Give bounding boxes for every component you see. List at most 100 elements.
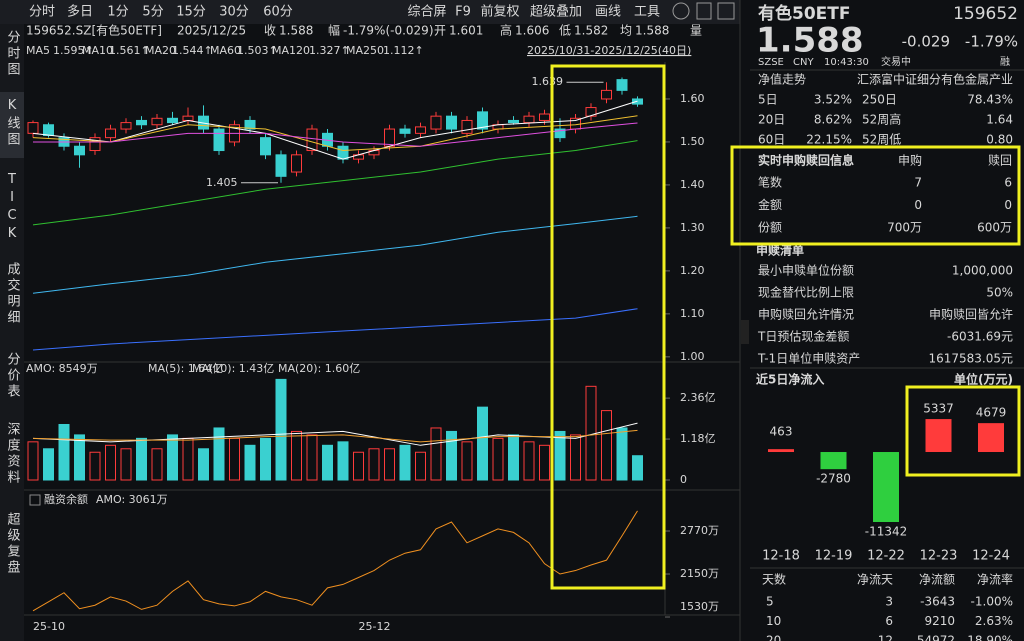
quote-info: 10:43:30	[824, 57, 869, 68]
x-tick-label: 12-24	[972, 549, 1010, 564]
label: 0	[1004, 198, 1012, 212]
ma-line	[32, 140, 638, 226]
volume-bar	[120, 448, 132, 481]
toolbar-button[interactable]: 工具	[634, 5, 660, 20]
toolbar-button[interactable]: 画线	[595, 5, 621, 20]
toolbar-tab[interactable]: 分时	[29, 5, 55, 20]
label: 8.62%	[814, 113, 852, 127]
candle-body	[27, 122, 39, 134]
label: 250日	[862, 93, 897, 107]
ma-line	[32, 308, 638, 351]
highlight-box	[730, 145, 1021, 246]
legend-value: 1.503↑	[237, 44, 278, 57]
candle-body	[43, 124, 54, 136]
label: 开	[434, 24, 446, 38]
label: 最小申赎单位份额	[758, 263, 854, 278]
toolbar-button[interactable]: 前复权	[480, 4, 519, 20]
volume-bar	[105, 444, 116, 481]
label: 幅	[328, 23, 340, 38]
settings-icon[interactable]	[672, 2, 690, 20]
y-tick-label: 1.40	[680, 178, 705, 191]
label: -1.79%(-0.029)	[343, 24, 434, 38]
label: 50%	[986, 286, 1013, 300]
toolbar-tab[interactable]: 多日	[67, 4, 93, 20]
volume-bar	[554, 430, 566, 481]
legend-value: 1.112↑	[383, 44, 424, 57]
toolbar-button[interactable]: 综合屏	[407, 5, 446, 20]
column-header: 申购	[898, 153, 922, 168]
candle-body	[508, 119, 519, 124]
column-header: 净流额	[919, 573, 955, 587]
volume-bar	[322, 444, 333, 481]
candle-body	[105, 128, 116, 139]
y-tick-label: 1.10	[680, 307, 705, 320]
candle-body	[120, 122, 132, 130]
volume-bar	[539, 444, 550, 481]
label: 1,000,000	[952, 264, 1013, 278]
side-tab[interactable]: 成交明细	[5, 262, 21, 326]
candle-body	[523, 115, 535, 124]
y-tick-label: 1.60	[680, 92, 705, 105]
toolbar-tab[interactable]: 5分	[142, 5, 163, 20]
ma-line	[32, 115, 638, 152]
range-label[interactable]: 2025/10/31-2025/12/25(40日)	[527, 44, 691, 57]
help-icon[interactable]	[29, 494, 41, 506]
y-tick-label: 1.20	[680, 264, 705, 277]
export-icon[interactable]	[696, 2, 712, 20]
value-label: 4679	[976, 406, 1007, 420]
candle-body	[601, 89, 612, 100]
toolbar-button[interactable]: 超级叠加	[530, 5, 582, 20]
side-tab[interactable]: K线图	[5, 98, 21, 148]
volume-bar	[368, 448, 380, 481]
label: 1.588	[635, 24, 669, 38]
margin-line	[32, 510, 638, 612]
side-tab[interactable]: 超级复盘	[5, 512, 21, 576]
highlight-box	[905, 385, 1021, 477]
toolbar-tab[interactable]: 30分	[219, 5, 249, 20]
candle-body	[182, 115, 194, 121]
toolbar-tab[interactable]: 60分	[263, 5, 293, 20]
volume-bar	[477, 406, 488, 481]
index-name: 汇添富中证细分有色金属产业	[857, 72, 1013, 87]
candle-body	[430, 115, 442, 130]
candle-body	[260, 137, 271, 156]
fund-code: 159652	[953, 4, 1018, 24]
table-cell: 10	[766, 614, 781, 628]
layout-icon[interactable]	[717, 2, 735, 20]
volume-bar	[136, 437, 147, 481]
label: 78.43%	[967, 93, 1013, 107]
volume-bar	[492, 437, 504, 481]
collapse-handle[interactable]	[741, 320, 749, 344]
column-header: 天数	[762, 572, 786, 587]
toolbar-button[interactable]: F9	[455, 5, 471, 20]
y-tick-label: 2150万	[680, 567, 719, 580]
legend-value: 1.327↑	[309, 44, 350, 57]
price: 1.588	[756, 21, 864, 61]
column-header: 净流天	[857, 573, 893, 587]
volume-bar	[291, 430, 302, 481]
flow-bar	[820, 452, 847, 470]
y-tick-label: 1530万	[680, 600, 719, 613]
label: 52周低	[862, 133, 901, 147]
side-tab[interactable]: 分时图	[5, 30, 21, 78]
side-tab[interactable]: 分价表	[5, 352, 21, 400]
toolbar-tab[interactable]: 1分	[107, 5, 128, 20]
candle-body	[213, 128, 225, 152]
candle-body	[585, 107, 597, 117]
legend-name: MA250	[346, 44, 384, 57]
table-cell: 3	[885, 595, 893, 609]
volume-bar	[151, 448, 163, 481]
candle-body	[477, 111, 488, 130]
flow-bar	[768, 449, 794, 453]
candle-body	[275, 154, 287, 177]
panel-bg	[750, 148, 1022, 243]
volume-bar	[523, 441, 535, 481]
y-tick-label: 1.00	[680, 350, 705, 363]
side-tab[interactable]: 深度资料	[5, 422, 21, 486]
toolbar-tab[interactable]: 15分	[176, 5, 206, 20]
side-tab[interactable]: TICK	[5, 172, 20, 244]
volume-bar	[337, 441, 349, 481]
candle-body	[554, 128, 566, 139]
table-cell: 54972	[917, 634, 955, 641]
y-tick-label: 2770万	[680, 524, 719, 537]
